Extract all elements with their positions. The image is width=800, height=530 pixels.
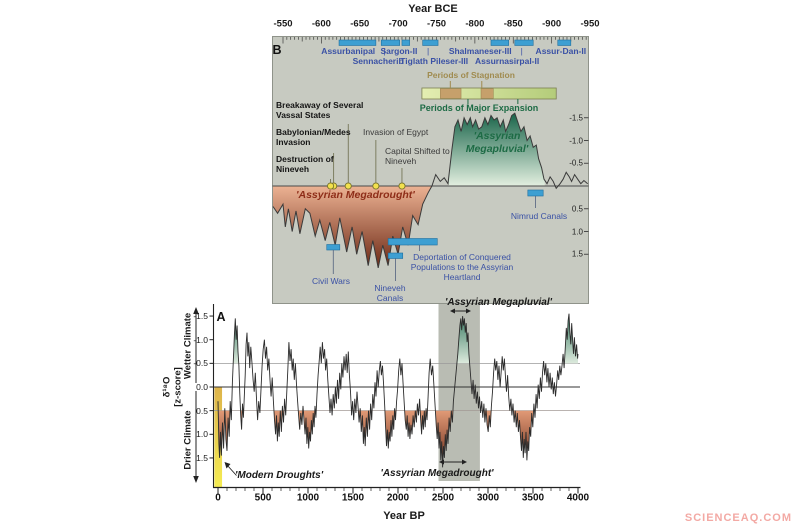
megadrought-extent-arrow-left-arrowhead-icon <box>439 459 444 465</box>
annotation-bar-deportation-of <box>387 238 438 246</box>
annotation-bar-nimrud-canals <box>527 189 544 197</box>
event-marker <box>372 182 380 190</box>
reign-bar <box>401 39 410 46</box>
annotation-bar-civil-wars <box>326 244 341 251</box>
series-line-b <box>272 112 589 268</box>
stagnation-segment <box>440 88 462 99</box>
reign-bar <box>490 39 509 46</box>
megadrought-fill-b <box>273 186 433 268</box>
modern-droughts-band <box>214 387 223 487</box>
megapluvial-extent-arrow-right-arrowhead-icon <box>466 308 471 314</box>
megapluvial-extent-arrow-left-arrowhead-icon <box>450 308 455 314</box>
stagnation-segment <box>480 88 494 99</box>
reign-bar <box>422 39 439 46</box>
reign-bar <box>380 39 400 46</box>
megadrought-extent-arrow-right-arrowhead-icon <box>462 459 467 465</box>
series-line-a <box>217 313 579 468</box>
drought-fill-a <box>218 410 578 468</box>
reign-bar <box>514 39 534 46</box>
wetter-arrowhead-icon <box>193 307 199 314</box>
event-marker <box>398 182 406 190</box>
reign-bar <box>338 39 377 46</box>
annotation-bar-nineveh-canals <box>387 252 404 259</box>
drier-arrowhead-icon <box>193 476 199 483</box>
event-marker <box>327 182 335 190</box>
reign-bar <box>557 39 572 46</box>
modern-droughts-leader <box>226 464 237 476</box>
event-marker <box>344 182 352 190</box>
modern-droughts-arrowhead-icon <box>224 462 231 469</box>
